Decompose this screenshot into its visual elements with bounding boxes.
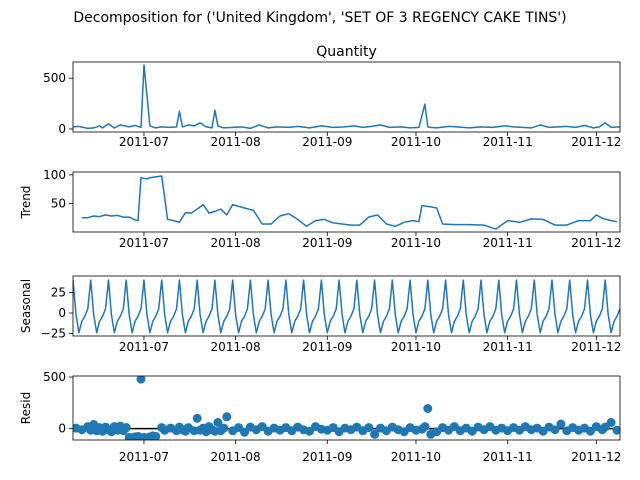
plot-area <box>73 64 620 130</box>
series-line <box>73 279 620 334</box>
resid-point <box>222 412 232 422</box>
resid-point <box>423 404 433 413</box>
x-tick-label: 2011-10 <box>391 135 441 149</box>
subplot-3: Seasonal 25 0 −25 2011-07 2011-08 2011-09 2011-… <box>19 275 621 354</box>
subplot-4: Resid 0 500 2011-07 2011-08 2011-09 2011-10 201… <box>19 370 621 464</box>
x-tick-label: 2011-07 <box>119 450 169 464</box>
resid-point <box>213 418 223 427</box>
x-tick-label: 2011-09 <box>302 340 352 354</box>
y-tick-label: 50 <box>51 196 66 210</box>
y-tick-label: 500 <box>43 370 66 384</box>
x-tick-label: 2011-11 <box>483 450 533 464</box>
x-tick-label: 2011-12 <box>571 450 621 464</box>
axes-frame <box>72 375 621 441</box>
resid-point <box>240 427 249 437</box>
resid-point <box>606 418 616 427</box>
y-tick-label: 100 <box>43 168 66 182</box>
x-tick-label: 2011-11 <box>483 236 533 250</box>
subplot-1: Quantity 0 500 2011-07 2011-08 2011-09 2011-10… <box>43 44 621 149</box>
y-tick-label: 0 <box>58 306 66 320</box>
x-tick-label: 2011-10 <box>391 236 441 250</box>
subplot-title: Quantity <box>316 44 377 60</box>
y-tick-label: 25 <box>51 285 66 299</box>
y-tick-label: −25 <box>41 327 66 341</box>
y-tick-label: 500 <box>43 71 66 85</box>
x-tick-label: 2011-07 <box>119 135 169 149</box>
x-tick-label: 2011-09 <box>302 236 352 250</box>
y-tick-label: 0 <box>58 122 66 136</box>
resid-point <box>420 422 430 432</box>
resid-point <box>151 431 161 440</box>
x-tick-label: 2011-07 <box>119 236 169 250</box>
resid-point <box>550 425 560 435</box>
resid-point <box>192 413 202 423</box>
x-tick-label: 2011-08 <box>211 450 261 464</box>
axes-frame <box>72 61 621 133</box>
axes-frame <box>72 275 621 337</box>
figure-suptitle: Decomposition for ('United Kingdom', 'SE… <box>73 10 566 26</box>
x-tick-label: 2011-11 <box>483 135 533 149</box>
y-tick-label: 0 <box>58 422 66 436</box>
resid-point <box>370 429 380 439</box>
resid-point <box>136 376 146 384</box>
x-tick-label: 2011-08 <box>211 340 261 354</box>
series-line <box>81 175 618 230</box>
resid-point <box>364 423 374 433</box>
resid-point <box>219 423 229 433</box>
resid-point <box>121 423 131 433</box>
x-tick-label: 2011-10 <box>391 340 441 354</box>
x-tick-label: 2011-07 <box>119 340 169 354</box>
x-tick-label: 2011-12 <box>571 236 621 250</box>
x-tick-label: 2011-09 <box>302 450 352 464</box>
series-line <box>73 64 620 130</box>
axes-frame <box>72 171 621 233</box>
y-axis-label: Seasonal <box>19 279 33 333</box>
subplot-2: Trend 50 100 2011-07 2011-08 2011-09 2011-10 20… <box>19 168 621 250</box>
x-tick-label: 2011-12 <box>571 340 621 354</box>
x-tick-label: 2011-09 <box>302 135 352 149</box>
x-tick-label: 2011-11 <box>483 340 533 354</box>
x-tick-label: 2011-08 <box>211 236 261 250</box>
y-axis-label: Trend <box>19 186 33 220</box>
resid-point <box>612 425 620 435</box>
x-tick-label: 2011-10 <box>391 450 441 464</box>
x-tick-label: 2011-12 <box>571 135 621 149</box>
plot-area <box>73 376 620 440</box>
resid-point <box>556 419 566 429</box>
x-tick-label: 2011-08 <box>211 135 261 149</box>
plot-area <box>73 279 620 334</box>
y-axis-label: Resid <box>19 392 33 424</box>
plot-area <box>81 175 618 230</box>
